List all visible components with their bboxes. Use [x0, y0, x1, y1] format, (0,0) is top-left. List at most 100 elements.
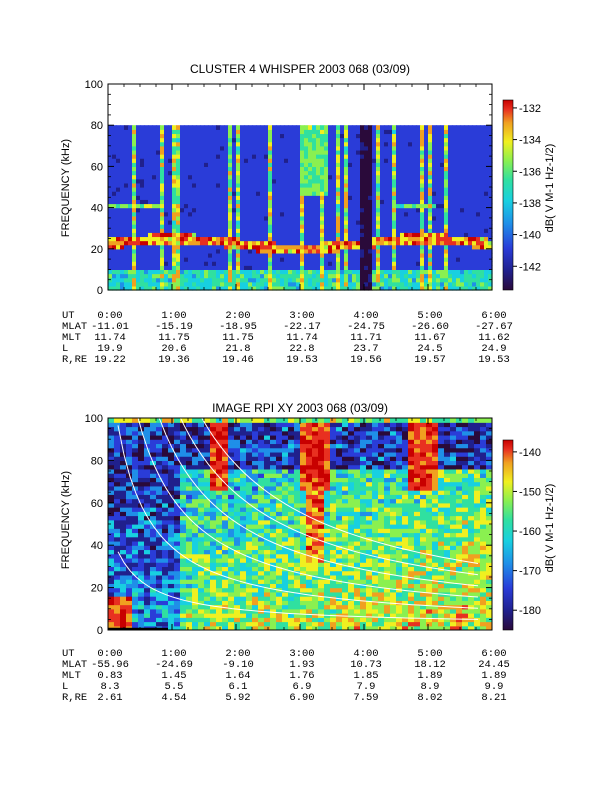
- spectrogram-cell: [372, 158, 377, 163]
- spectrogram-cell: [138, 434, 145, 440]
- spectrogram-cell: [316, 154, 321, 159]
- spectrogram-cell: [264, 269, 269, 275]
- spectrogram-cell: [184, 187, 189, 192]
- spectrogram-cell: [312, 195, 317, 200]
- spectrogram-cell: [260, 211, 265, 217]
- spectrogram-cell: [208, 174, 213, 180]
- spectrogram-cell: [240, 133, 245, 139]
- spectrogram-cell: [356, 277, 361, 283]
- spectrogram-cell: [360, 207, 365, 213]
- spectrogram-cell: [300, 252, 305, 258]
- spectrogram-cell: [436, 232, 441, 238]
- spectrogram-cell: [150, 451, 157, 457]
- spectrogram-cell: [220, 277, 225, 283]
- spectrogram-cell: [156, 574, 163, 580]
- spectrogram-cell: [162, 553, 169, 559]
- spectrogram-cell: [196, 141, 201, 147]
- spectrogram-cell: [324, 203, 329, 209]
- spectrogram-cell: [224, 277, 229, 283]
- spectrogram-cell: [116, 162, 121, 167]
- spectrogram-cell: [308, 224, 313, 229]
- spectrogram-cell: [280, 224, 285, 229]
- spectrogram-cell: [440, 129, 445, 135]
- spectrogram-cell: [216, 549, 223, 555]
- spectrogram-cell: [268, 162, 273, 167]
- spectrogram-cell: [416, 248, 421, 254]
- spectrogram-cell: [352, 187, 357, 192]
- spectrogram-cell: [120, 596, 127, 601]
- spectrogram-cell: [384, 261, 389, 266]
- spectrogram-cell: [240, 228, 245, 233]
- spectrogram-cell: [168, 604, 175, 610]
- spectrogram-cell: [268, 178, 273, 184]
- spectrogram-cell: [276, 187, 281, 192]
- spectrogram-cell: [292, 285, 297, 291]
- spectrogram-cell: [312, 265, 317, 270]
- spectrogram-cell: [198, 545, 205, 551]
- spectrogram-cell: [460, 178, 465, 184]
- spectrogram-cell: [444, 158, 449, 163]
- spectrogram-cell: [116, 257, 121, 262]
- spectrogram-cell: [184, 269, 189, 275]
- spectrogram-cell: [126, 566, 133, 572]
- spectrogram-cell: [208, 149, 213, 155]
- spectrogram-cell: [300, 261, 305, 266]
- spectrogram-cell: [328, 281, 333, 287]
- spectrogram-cell: [150, 443, 157, 449]
- spectrogram-cell: [156, 562, 163, 567]
- spectrogram-cell: [480, 125, 485, 130]
- spectrogram-cell: [192, 182, 197, 188]
- spectrogram-cell: [344, 166, 349, 172]
- spectrogram-cell: [272, 240, 277, 246]
- spectrogram-cell: [424, 195, 429, 200]
- spectrogram-cell: [484, 207, 489, 213]
- spectrogram-cell: [138, 604, 145, 610]
- spectrogram-cell: [116, 236, 121, 242]
- spectrogram-cell: [210, 587, 217, 593]
- spectrogram-cell: [340, 244, 345, 250]
- spectrogram-cell: [308, 149, 313, 155]
- spectrogram-cell: [204, 536, 211, 542]
- spectrogram-cell: [372, 166, 377, 172]
- spectrogram-cell: [108, 460, 115, 466]
- spectrogram-cell: [388, 145, 393, 151]
- spectrogram-cell: [156, 137, 161, 143]
- spectrogram-cell: [288, 232, 293, 238]
- spectrogram-cell: [186, 587, 193, 593]
- spectrogram-cell: [126, 574, 133, 580]
- spectrogram-cell: [296, 244, 301, 250]
- spectrogram-cell: [144, 464, 151, 470]
- spectrogram-cell: [204, 149, 209, 155]
- spectrogram-cell: [452, 191, 457, 196]
- spectrogram-cell: [180, 456, 187, 461]
- spectrogram-cell: [126, 456, 133, 461]
- spectrogram-cell: [212, 257, 217, 262]
- spectrogram-cell: [376, 215, 381, 221]
- spectrogram-cell: [240, 244, 245, 250]
- spectrogram-cell: [212, 248, 217, 254]
- spectrogram-cell: [324, 199, 329, 205]
- spectrogram-cell: [156, 553, 163, 559]
- spectrogram-cell: [192, 536, 199, 542]
- spectrogram-cell: [144, 285, 149, 291]
- spectrogram-cell: [476, 236, 481, 242]
- spectrogram-cell: [476, 166, 481, 172]
- spectrogram-cell: [180, 232, 185, 238]
- spectrogram-cell: [210, 583, 217, 589]
- spectrogram-cell: [220, 170, 225, 176]
- spectrogram-cell: [212, 211, 217, 217]
- spectrogram-cell: [162, 494, 169, 500]
- spectrogram-cell: [128, 125, 133, 130]
- spectrogram-cell: [428, 141, 433, 147]
- spectrogram-cell: [116, 273, 121, 279]
- spectrogram-cell: [184, 277, 189, 283]
- spectrogram-cell: [416, 191, 421, 196]
- spectrogram-cell: [150, 617, 157, 623]
- spectrogram-cell: [416, 207, 421, 213]
- spectrogram-cell: [144, 473, 151, 478]
- spectrogram-cell: [396, 207, 401, 213]
- spectrogram-cell: [432, 166, 437, 172]
- spectrogram-cell: [444, 141, 449, 147]
- spectrogram-cell: [392, 257, 397, 262]
- spectrogram-cell: [236, 149, 241, 155]
